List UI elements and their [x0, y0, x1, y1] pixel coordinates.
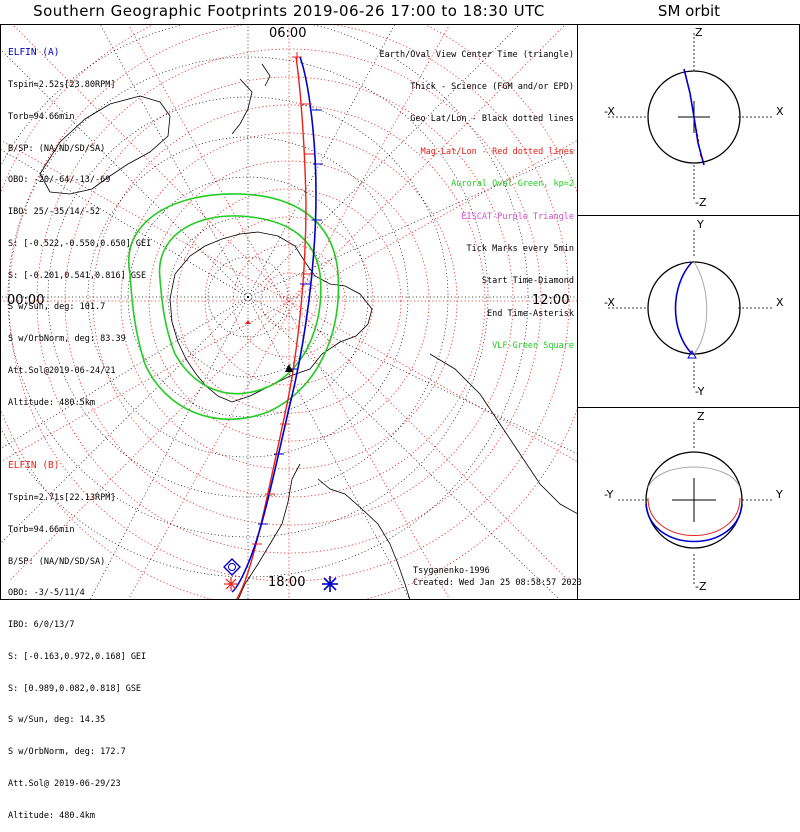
legend-item: Thick - Science (FGM and/or EPD): [410, 81, 574, 92]
mag-pole-marker: [245, 320, 251, 324]
legend: Earth/Oval View Center Time (triangle) T…: [380, 28, 574, 363]
legend-item: EISCAT-Purple Triangle: [461, 211, 574, 222]
elfin-b-line: S: [0.989,0.082,0.818] GSE: [8, 683, 142, 694]
sm-xz-label-top: Z: [695, 26, 703, 39]
elfin-a-line: S w/OrbNorm, deg: 83.39: [8, 334, 126, 345]
elfin-b-line: Tspin=2.71s[22.13RPM]: [8, 492, 116, 503]
legend-item: Earth/Oval View Center Time (triangle): [379, 49, 574, 60]
elfin-a-line: Tspin=2.52s[23.80RPM]: [8, 79, 116, 90]
mag-grid: [1, 25, 577, 599]
legend-item: Auroral Oval-Green, kp=2: [451, 179, 574, 190]
antarctica-coast: [169, 231, 373, 403]
coastlines: [39, 63, 577, 599]
time-label-left: 00:00: [7, 293, 45, 308]
earth-circle: [647, 70, 741, 164]
earth-circle: [647, 261, 741, 355]
elfin-b-line: IBO: 6/0/13/7: [8, 620, 75, 631]
elfin-a-line: Altitude: 480.5km: [8, 397, 95, 408]
elfin-a-start-marker: [228, 563, 236, 571]
time-label-top: 06:00: [269, 26, 307, 41]
page-title: Southern Geographic Footprints 2019-06-2…: [33, 2, 545, 20]
elfin-b-label: ELFIN (B): [8, 460, 60, 472]
footprint-map[interactable]: [0, 24, 578, 600]
elfin-b-line: OBO: -3/-5/11/4: [8, 588, 85, 599]
elfin-b-line: S w/Sun, deg: 14.35: [8, 715, 106, 726]
elfin-b-line: Att.Sol@ 2019-06-29/23: [8, 779, 121, 789]
sm-xy-elfin-a-orbit: [674, 261, 693, 355]
sm-xz-label-bottom: -Z: [695, 196, 707, 209]
south-america-coast: [238, 463, 411, 599]
elfin-b-line: Torb=94.66min: [8, 524, 75, 535]
geo-grid: [1, 25, 577, 599]
sm-xy-label-left: -X: [604, 296, 615, 309]
africa-coast: [429, 353, 577, 514]
sm-yz-label-right: Y: [776, 488, 783, 501]
australia-coast: [39, 95, 171, 195]
legend-item: Start Time-Diamond: [481, 276, 574, 287]
elfin-b-end-asterisk[interactable]: [224, 577, 238, 591]
elfin-b-line: Altitude: 480.4km: [8, 810, 95, 821]
sm-xz-label-left: -X: [604, 105, 615, 118]
elfin-a-start-diamond[interactable]: [223, 558, 241, 576]
credit-text: Tsyganenko-1996: [413, 566, 490, 576]
elfin-a-line: Torb=94.66min: [8, 111, 75, 122]
elfin-a-label: ELFIN (A): [8, 47, 60, 59]
elfin-a-line: OBO: -20/-64/-13/-69: [8, 175, 111, 186]
sm-xy-end-triangle: [687, 349, 697, 359]
sm-yz-gray-orbit: [647, 466, 741, 489]
view-center-triangle[interactable]: [285, 364, 293, 372]
elfin-b-line: B/SP: (NA/ND/SD/SA): [8, 556, 106, 567]
elfin-b-ticks: [252, 103, 314, 545]
elfin-b-line: S: [-0.163,0.972,0.168] GEI: [8, 651, 147, 662]
sm-orbit-yz[interactable]: [578, 408, 799, 599]
legend-item: VLF-Green Square: [492, 341, 574, 352]
elfin-a-line: Att.Sol@2019-06-24/21: [8, 366, 116, 376]
sm-xz-label-right: X: [776, 105, 784, 118]
elfin-b-track[interactable]: [232, 56, 307, 600]
sm-yz-label-top: Z: [697, 410, 705, 423]
elfin-a-line: S: [-0.201,0.541,0.816] GSE: [8, 270, 147, 281]
sm-xy-label-top: Y: [697, 218, 704, 231]
elfin-a-line: S: [-0.522,-0.550,0.650] GEI: [8, 238, 152, 249]
elfin-b-line: S w/OrbNorm, deg: 172.7: [8, 747, 126, 758]
new-zealand-coast: [231, 63, 271, 135]
time-label-right: 12:00: [532, 293, 570, 308]
sm-xy-label-right: X: [776, 296, 784, 309]
elfin-a-track[interactable]: [231, 56, 317, 593]
legend-item: Mag Lat/Lon - Red dotted lines: [420, 146, 574, 157]
elfin-a-line: B/SP: (NA/ND/SD/SA): [8, 143, 106, 154]
legend-item: Geo Lat/Lon - Black dotted lines: [410, 114, 574, 125]
sm-xz-elfin-a-orbit: [683, 68, 705, 166]
elfin-a-ticks: [258, 109, 323, 525]
earth-circle: [645, 451, 743, 549]
sm-yz-label-bottom: -Z: [695, 580, 707, 593]
legend-item: End Time-Asterisk: [487, 308, 574, 319]
sm-xy-elfin-b-orbit: [693, 261, 708, 355]
created-text: Created: Wed Jan 25 08:58:57 2023: [413, 578, 582, 588]
sm-orbit-title: SM orbit: [657, 2, 721, 20]
elfin-a-line: S w/Sun, deg: 101.7: [8, 302, 106, 313]
sm-yz-elfin-a-orbit: [645, 503, 743, 543]
sm-xy-label-bottom: -Y: [695, 385, 705, 398]
elfin-b-start-marker: [292, 52, 302, 62]
time-label-bottom: 18:00: [268, 575, 306, 590]
elfin-a-end-asterisk[interactable]: [322, 576, 338, 592]
elfin-b-info: ELFIN (B) Tspin=2.71s[22.13RPM] Torb=94.…: [8, 440, 146, 832]
auroral-oval[interactable]: [127, 193, 340, 421]
legend-item: Tick Marks every 5min: [466, 243, 574, 254]
sm-orbit-xz[interactable]: [578, 25, 799, 215]
elfin-a-line: IBO: 25/-35/14/-52: [8, 207, 101, 218]
elfin-a-info: ELFIN (A) Tspin=2.52s[23.80RPM] Torb=94.…: [8, 27, 151, 419]
sm-yz-elfin-b-orbit: [647, 497, 741, 536]
sm-yz-label-left: -Y: [604, 488, 614, 501]
sm-orbit-xy[interactable]: [578, 216, 799, 407]
